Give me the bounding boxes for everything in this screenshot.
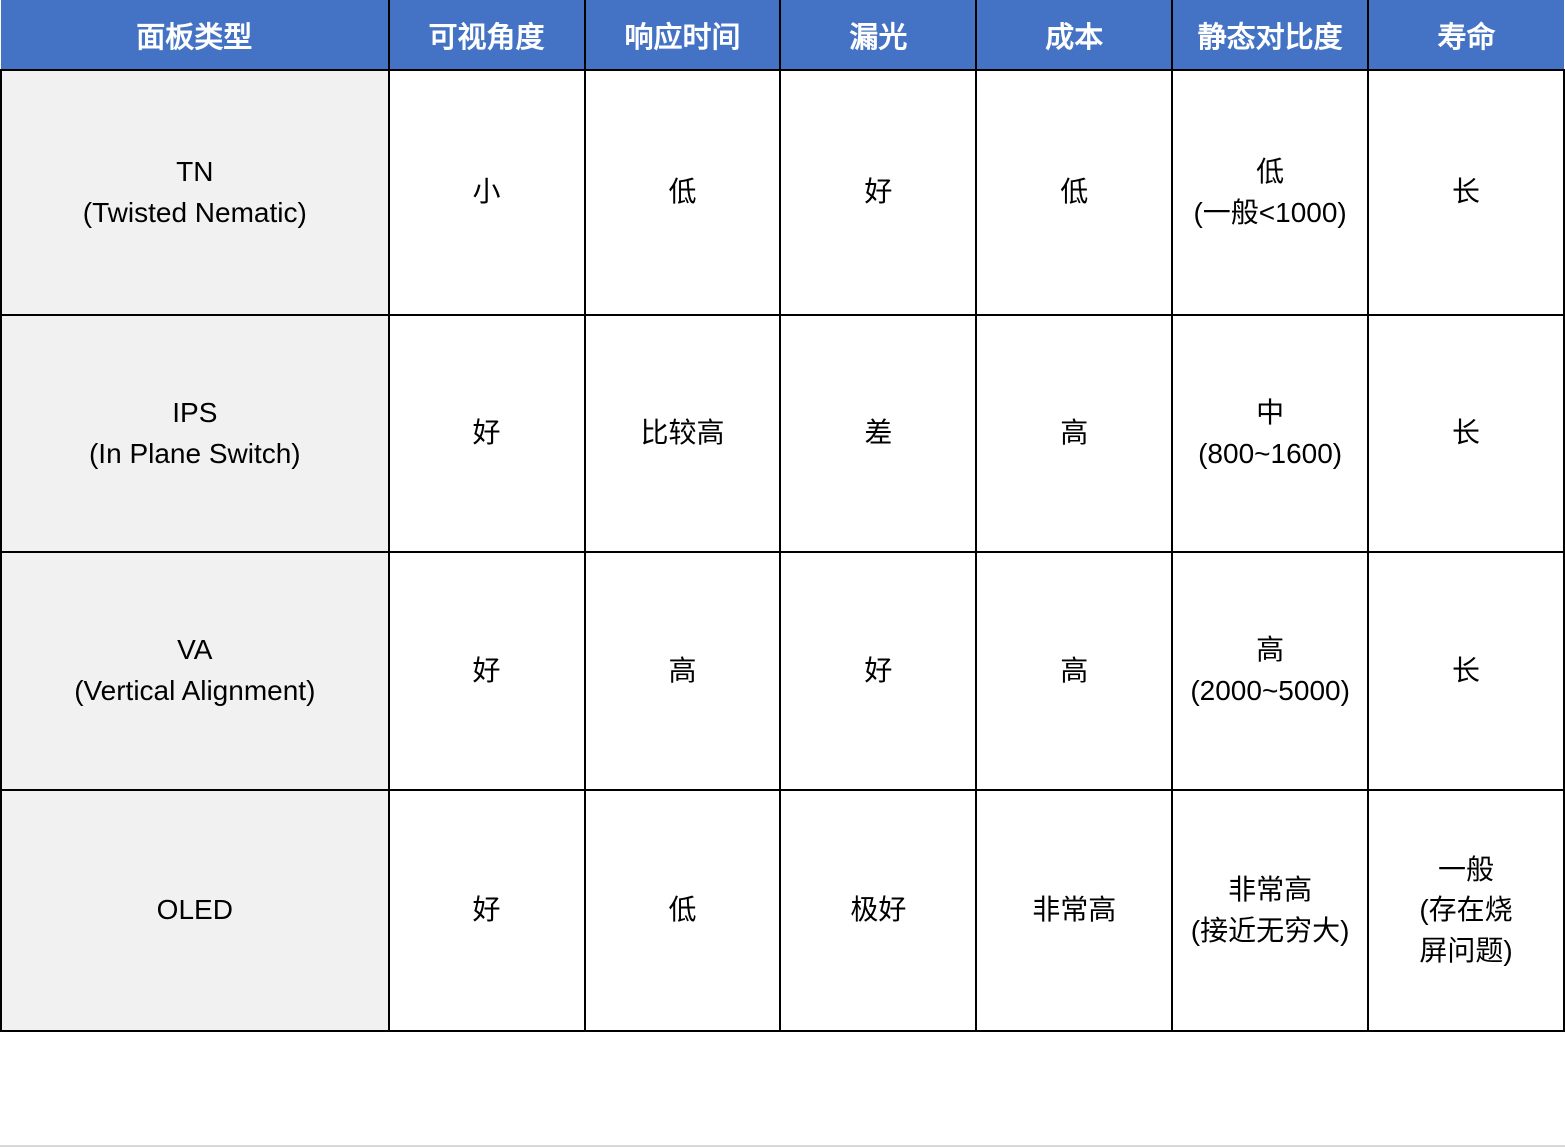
header-cell-1: 可视角度 [387,0,586,71]
panel-comparison-table: 面板类型 可视角度 响应时间 漏光 成本 静态对比度 寿命 TN (Twisted Nemat… [0,0,1565,1032]
data-cell: 非常高 (接近无穷大) [1171,789,1370,1032]
header-cell-4: 成本 [975,0,1174,71]
data-cell: 小 [387,69,586,316]
header-cell-5: 静态对比度 [1171,0,1370,71]
data-cell: 低 [975,69,1174,316]
header-row: 面板类型 可视角度 响应时间 漏光 成本 静态对比度 寿命 [1,0,1564,71]
data-cell: 长 [1367,314,1565,553]
row-label-cell: VA (Vertical Alignment) [0,551,390,791]
data-cell: 高 [975,314,1174,553]
data-cell: 差 [779,314,978,553]
data-cell: 好 [779,551,978,791]
header-cell-3: 漏光 [779,0,978,71]
header-cell-0: 面板类型 [1,0,390,71]
header-cell-6: 寿命 [1367,0,1564,71]
data-cell: 极好 [779,789,978,1032]
row-label-cell: OLED [0,789,390,1032]
table-body: TN (Twisted Nematic) 小低好低低 (一般<1000) 长 IPS (In… [0,69,1565,1032]
data-cell: 好 [387,314,586,553]
data-cell: 低 [583,789,782,1032]
data-cell: 好 [779,69,978,316]
table-row: IPS (In Plane Switch) 好比较高差高中 (800~1600) 长 [0,314,1565,553]
bottom-whitespace [0,1032,1565,1144]
data-cell: 中 (800~1600) [1171,314,1370,553]
data-cell: 低 (一般<1000) [1171,69,1370,316]
row-label-cell: TN (Twisted Nematic) [0,69,390,316]
table-row: VA (Vertical Alignment) 好高好高高 (2000~5000) 长 [0,551,1565,791]
row-label-cell: IPS (In Plane Switch) [0,314,390,553]
data-cell: 非常高 [975,789,1174,1032]
table-row: OLED 好低极好 非常高 非常高 (接近无穷大) 一般 (存在烧 屏问题) [0,789,1565,1032]
data-cell: 高 [975,551,1174,791]
data-cell: 长 [1367,69,1565,316]
data-cell: 低 [583,69,782,316]
data-cell: 一般 (存在烧 屏问题) [1367,789,1565,1032]
data-cell: 高 (2000~5000) [1171,551,1370,791]
data-cell: 好 [387,551,586,791]
data-cell: 高 [583,551,782,791]
table-header: 面板类型 可视角度 响应时间 漏光 成本 静态对比度 寿命 [1,0,1564,71]
data-cell: 长 [1367,551,1565,791]
table-row: TN (Twisted Nematic) 小低好低低 (一般<1000) 长 [0,69,1565,316]
data-cell: 比较高 [583,314,782,553]
header-cell-2: 响应时间 [583,0,782,71]
data-cell: 好 [387,789,586,1032]
